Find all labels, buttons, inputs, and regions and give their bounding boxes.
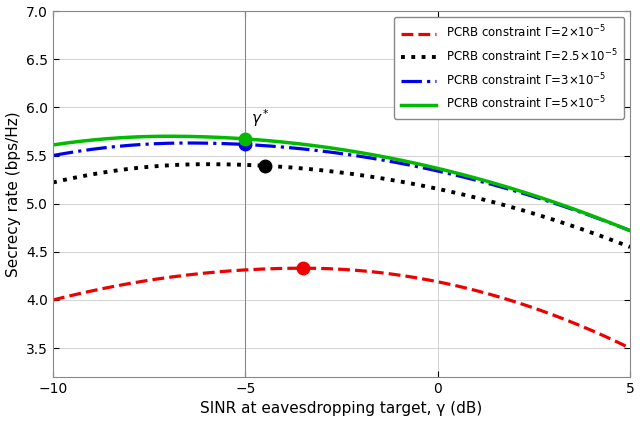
PCRB constraint $\Gamma$=3$\times$10$^{-5}$ (283, 145, 291, 150)
PCRB constraint $\Gamma$=5$\times$10$^{-5}$ (304, 142, 312, 147)
PCRB constraint $\Gamma$=2$\times$10$^{-5}$ (446, 282, 454, 287)
Y-axis label: Secrecy rate (bps/Hz): Secrecy rate (bps/Hz) (6, 111, 20, 277)
Text: $\gamma^*$: $\gamma^*$ (251, 107, 270, 129)
Legend: PCRB constraint $\Gamma$=2$\times$10$^{-5}$, PCRB constraint $\Gamma$=2.5$\times: PCRB constraint $\Gamma$=2$\times$10$^{-… (394, 17, 624, 119)
PCRB constraint $\Gamma$=3$\times$10$^{-5}$ (510, 188, 518, 193)
PCRB constraint $\Gamma$=2.5$\times$10$^{-5}$ (108, 169, 116, 174)
PCRB constraint $\Gamma$=3$\times$10$^{-5}$ (500, 185, 508, 190)
Line: PCRB constraint $\Gamma$=2$\times$10$^{-5}$: PCRB constraint $\Gamma$=2$\times$10$^{-… (53, 268, 630, 348)
PCRB constraint $\Gamma$=3$\times$10$^{-5}$ (304, 147, 312, 152)
PCRB constraint $\Gamma$=5$\times$10$^{-5}$ (283, 140, 291, 145)
PCRB constraint $\Gamma$=5$\times$10$^{-5}$ (108, 136, 116, 141)
PCRB constraint $\Gamma$=2.5$\times$10$^{-5}$ (500, 203, 508, 208)
PCRB constraint $\Gamma$=3$\times$10$^{-5}$ (626, 228, 634, 233)
PCRB constraint $\Gamma$=2.5$\times$10$^{-5}$ (626, 244, 634, 249)
PCRB constraint $\Gamma$=2$\times$10$^{-5}$ (304, 266, 312, 271)
PCRB constraint $\Gamma$=5$\times$10$^{-5}$ (626, 228, 634, 233)
PCRB constraint $\Gamma$=2.5$\times$10$^{-5}$ (203, 162, 211, 167)
PCRB constraint $\Gamma$=3$\times$10$^{-5}$ (184, 141, 191, 146)
PCRB constraint $\Gamma$=2.5$\times$10$^{-5}$ (49, 180, 57, 185)
PCRB constraint $\Gamma$=2$\times$10$^{-5}$ (282, 266, 290, 271)
PCRB constraint $\Gamma$=2.5$\times$10$^{-5}$ (510, 205, 518, 210)
PCRB constraint $\Gamma$=5$\times$10$^{-5}$ (49, 142, 57, 147)
PCRB constraint $\Gamma$=3$\times$10$^{-5}$ (446, 171, 454, 176)
PCRB constraint $\Gamma$=2$\times$10$^{-5}$ (626, 346, 634, 351)
PCRB constraint $\Gamma$=2.5$\times$10$^{-5}$ (446, 189, 454, 194)
X-axis label: SINR at eavesdropping target, γ (dB): SINR at eavesdropping target, γ (dB) (200, 401, 483, 417)
PCRB constraint $\Gamma$=5$\times$10$^{-5}$ (500, 184, 508, 189)
Line: PCRB constraint $\Gamma$=3$\times$10$^{-5}$: PCRB constraint $\Gamma$=3$\times$10$^{-… (53, 143, 630, 231)
PCRB constraint $\Gamma$=5$\times$10$^{-5}$ (446, 169, 454, 174)
PCRB constraint $\Gamma$=3$\times$10$^{-5}$ (49, 153, 57, 158)
PCRB constraint $\Gamma$=2$\times$10$^{-5}$ (49, 298, 57, 303)
PCRB constraint $\Gamma$=2$\times$10$^{-5}$ (500, 296, 508, 301)
PCRB constraint $\Gamma$=2$\times$10$^{-5}$ (108, 284, 116, 289)
PCRB constraint $\Gamma$=2$\times$10$^{-5}$ (300, 266, 307, 271)
PCRB constraint $\Gamma$=2.5$\times$10$^{-5}$ (304, 166, 312, 171)
Line: PCRB constraint $\Gamma$=5$\times$10$^{-5}$: PCRB constraint $\Gamma$=5$\times$10$^{-… (53, 136, 630, 231)
PCRB constraint $\Gamma$=5$\times$10$^{-5}$ (510, 187, 518, 192)
PCRB constraint $\Gamma$=2.5$\times$10$^{-5}$ (283, 165, 291, 170)
Line: PCRB constraint $\Gamma$=2.5$\times$10$^{-5}$: PCRB constraint $\Gamma$=2.5$\times$10$^… (53, 164, 630, 247)
PCRB constraint $\Gamma$=2$\times$10$^{-5}$ (510, 299, 518, 304)
PCRB constraint $\Gamma$=5$\times$10$^{-5}$ (164, 134, 172, 139)
PCRB constraint $\Gamma$=3$\times$10$^{-5}$ (108, 144, 116, 149)
